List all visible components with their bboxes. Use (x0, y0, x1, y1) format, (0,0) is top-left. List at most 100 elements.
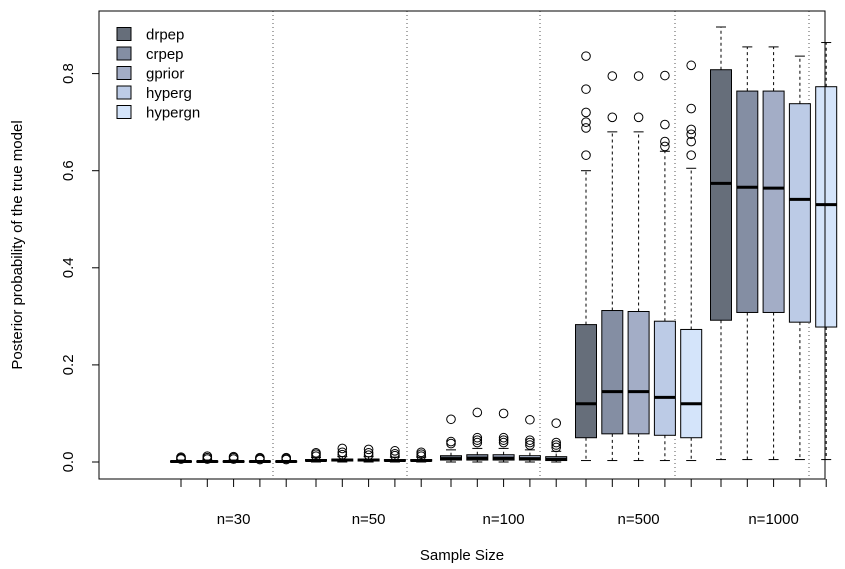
y-tick-label: 0.4 (60, 257, 77, 278)
outlier-point (581, 117, 591, 127)
box-n=50-hypergn (410, 447, 433, 463)
outlier-point (472, 435, 483, 445)
outlier-point (446, 438, 456, 449)
outlier-point (472, 432, 483, 443)
legend-item-gprior: gprior (116, 66, 184, 83)
outlier-point (281, 452, 292, 463)
outlier-point (607, 71, 618, 81)
outlier-point (390, 448, 400, 459)
box-n=100-hyperg (518, 414, 541, 463)
box-n=500-gprior (627, 71, 650, 462)
box-body (815, 86, 838, 328)
legend: drpep crpep gprior hyperg hypergn (116, 27, 200, 122)
y-axis: 0.0 0.2 0.4 0.6 0.8 (60, 63, 100, 473)
legend-label: hyperg (146, 85, 192, 102)
outlier-point (581, 150, 591, 160)
outlier-point (255, 452, 265, 463)
y-axis-title: Posterior probability of the true model (9, 120, 26, 369)
box-n=1000-hypergn (815, 42, 838, 461)
outlier-point (498, 435, 509, 445)
legend-swatch (116, 66, 132, 80)
legend-label: crpep (146, 46, 184, 63)
outlier-point (633, 71, 644, 81)
outlier-point (686, 60, 697, 71)
x-group-label: n=30 (217, 511, 251, 528)
outlier-point (686, 129, 697, 140)
box-n=100-crpep (466, 407, 489, 463)
outlier-point (607, 112, 618, 123)
box-n=50-gprior (357, 444, 380, 463)
y-tick-label: 0.8 (60, 63, 77, 84)
box-body (788, 103, 811, 323)
outlier-point (337, 443, 348, 454)
box-body (736, 90, 759, 313)
legend-label: drpep (146, 27, 184, 44)
box-body (762, 90, 785, 313)
y-tick-label: 0.6 (60, 160, 77, 181)
box-body (653, 320, 676, 436)
outlier-point (581, 84, 591, 94)
box-n=30-hyperg (248, 452, 271, 465)
outlier-point (633, 112, 644, 123)
box-n=100-gprior (492, 408, 515, 463)
box-n=30-hypergn (275, 452, 298, 465)
outlier-point (581, 51, 591, 61)
legend-swatch (116, 85, 132, 100)
legend-swatch (116, 46, 132, 61)
box-n=500-crpep (601, 71, 624, 462)
box-body (627, 310, 650, 435)
box-n=1000-drpep (710, 26, 732, 461)
legend-swatch (116, 27, 132, 41)
outlier-point (337, 449, 348, 460)
box-body (575, 324, 597, 439)
x-group-label: n=100 (483, 511, 525, 528)
outlier-point (337, 447, 348, 458)
outlier-point (525, 414, 535, 425)
outlier-point (660, 119, 670, 130)
outlier-point (686, 124, 697, 135)
outlier-point (498, 437, 509, 448)
outlier-point (686, 103, 697, 114)
box-n=30-gprior (222, 451, 245, 464)
legend-item-hyperg: hyperg (116, 85, 192, 102)
y-tick-label: 0.2 (60, 354, 77, 375)
outlier-point (311, 447, 321, 458)
legend-label: gprior (146, 66, 184, 83)
outlier-point (363, 444, 374, 455)
legend-item-hypergn: hypergn (116, 105, 200, 122)
x-group-label: n=1000 (748, 511, 798, 528)
box-body (710, 69, 732, 321)
outlier-point (581, 123, 591, 133)
outlier-point (472, 407, 483, 418)
outlier-point (660, 141, 670, 152)
box-n=100-hypergn (545, 418, 568, 463)
outlier-point (498, 432, 509, 443)
box-n=50-crpep (331, 443, 354, 463)
box-n=30-drpep (170, 452, 192, 464)
box-n=500-hypergn (680, 60, 703, 462)
box-n=500-hyperg (653, 70, 676, 462)
box-n=1000-hyperg (788, 55, 811, 461)
outlier-point (686, 150, 697, 160)
box-n=50-hyperg (383, 446, 406, 463)
legend-label: hypergn (146, 105, 200, 122)
outlier-point (686, 136, 697, 147)
outlier-point (228, 451, 239, 462)
x-group-label: n=500 (618, 511, 660, 528)
outlier-point (498, 408, 509, 419)
box-n=1000-crpep (736, 46, 759, 461)
box-body (680, 328, 703, 439)
outlier-point (363, 447, 374, 458)
y-tick-label: 0.0 (60, 452, 77, 473)
outlier-point (525, 435, 535, 445)
outlier-point (660, 70, 670, 81)
outlier-point (660, 136, 670, 147)
outlier-point (551, 437, 562, 448)
outlier-point (472, 437, 483, 448)
box-n=50-drpep (305, 447, 327, 463)
outlier-point (446, 414, 456, 425)
x-axis: n=30 n=50 n=100 n=500 n=1000 (180, 479, 827, 528)
boxes-layer (170, 26, 838, 465)
outlier-point (551, 442, 562, 453)
